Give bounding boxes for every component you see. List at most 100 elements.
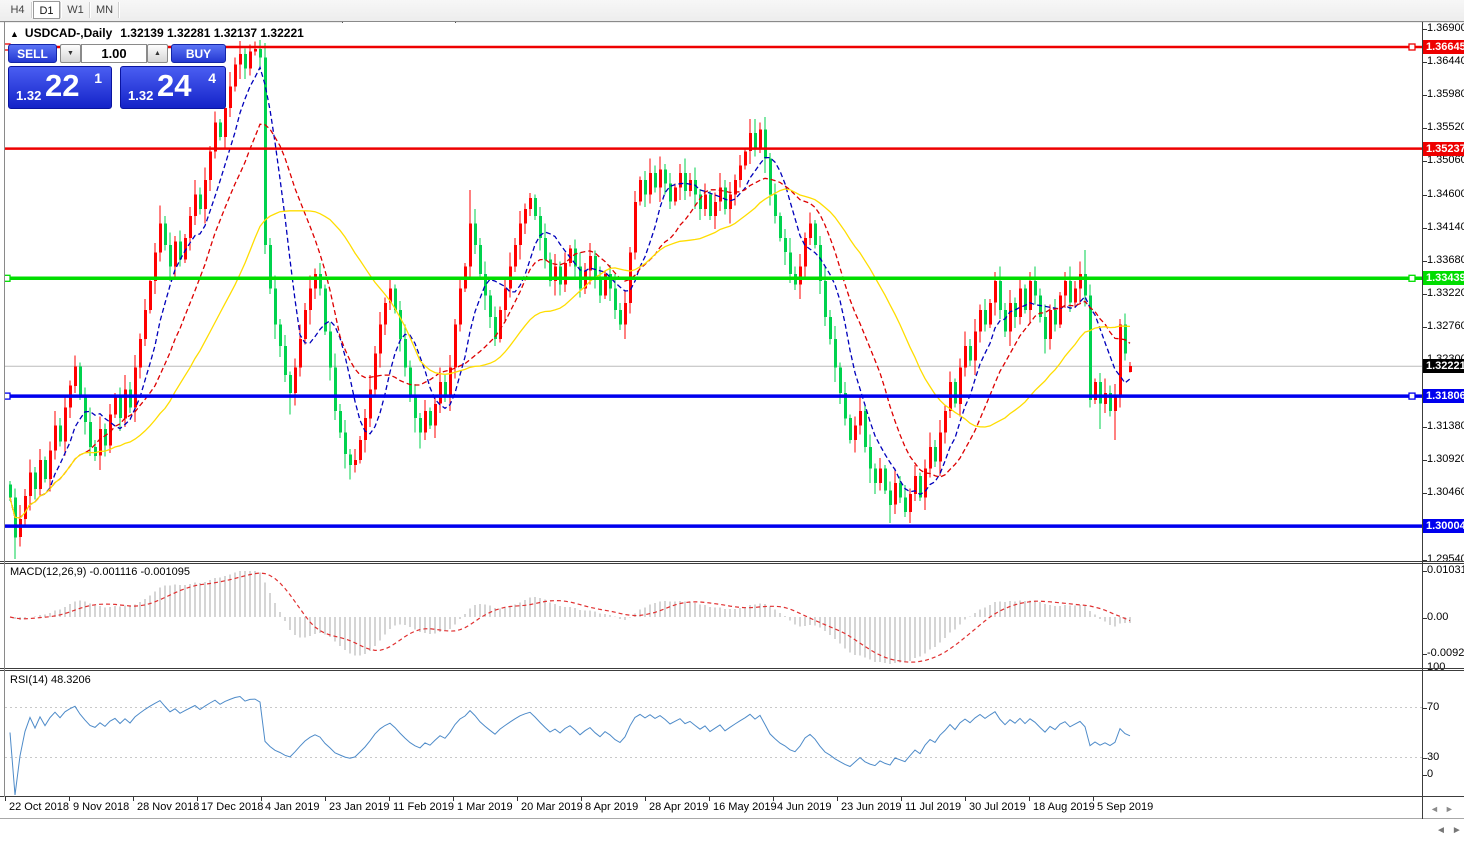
price-level-tag: 1.30004 (1423, 519, 1464, 534)
toolbar-separator (89, 2, 91, 18)
macd-axis-label: -0.009203 (1427, 647, 1464, 659)
date-axis-tick (1093, 797, 1094, 801)
volume-input[interactable] (81, 44, 147, 63)
rsi-axis-tick (1422, 758, 1427, 759)
date-axis-tick (837, 797, 838, 801)
spin-down-icon: ▼ (67, 50, 74, 57)
volume-increase-button[interactable]: ▲ (147, 44, 168, 63)
price-axis-tick (1422, 427, 1427, 428)
sell-button[interactable]: SELL (8, 44, 57, 63)
price-axis-label: 1.34140 (1427, 220, 1464, 233)
date-axis-label: 16 May 2019 (713, 801, 777, 813)
price-axis-label: 1.32760 (1427, 320, 1464, 333)
timeframe-button-h4[interactable]: H4 (10, 4, 25, 16)
toolbar-separator (118, 2, 120, 18)
rsi-axis-label: 30 (1427, 751, 1440, 763)
date-scroll-arrows[interactable]: ◄► (1430, 804, 1460, 814)
price-macd-divider-a (0, 561, 1464, 562)
rsi-axis-label: 70 (1427, 701, 1440, 713)
macd-values: -0.001116 -0.001095 (89, 566, 190, 578)
price-level-tag: 1.35237 (1423, 141, 1464, 156)
sell-price-panel[interactable]: 1.32 22 1 (8, 66, 112, 109)
price-axis-separator (1422, 21, 1423, 819)
date-axis-label: 23 Jan 2019 (329, 801, 390, 813)
price-axis-tick (1422, 327, 1427, 328)
date-axis-tick (389, 797, 390, 801)
date-axis-tick (965, 797, 966, 801)
date-axis-tick (325, 797, 326, 801)
price-axis-tick (1422, 261, 1427, 262)
macd-label: MACD(12,26,9) (10, 566, 87, 578)
price-axis-label: 1.31380 (1427, 419, 1464, 432)
date-axis-tick (1029, 797, 1030, 801)
date-axis-label: 22 Oct 2018 (9, 801, 69, 813)
date-axis-label: 28 Apr 2019 (649, 801, 709, 813)
timeframe-button-mn[interactable]: MN (95, 4, 114, 16)
date-axis-label: 18 Aug 2019 (1033, 801, 1095, 813)
date-axis-label: 4 Jun 2019 (777, 801, 832, 813)
chart-title: ▲ USDCAD-,Daily 1.32139 1.32281 1.32137 1.… (10, 26, 304, 40)
price-axis-tick (1422, 95, 1427, 96)
date-axis-tick (581, 797, 582, 801)
date-axis-tick (645, 797, 646, 801)
date-axis-label: 20 Mar 2019 (521, 801, 583, 813)
rsi-date-divider (0, 796, 1464, 797)
macd-rsi-divider-a (0, 668, 1464, 669)
scroll-left-icon[interactable]: ◄ (1430, 804, 1445, 814)
price-axis-label: 1.35060 (1427, 154, 1464, 167)
timeframe-button-d1[interactable]: D1 (33, 1, 60, 19)
timeframe-button-w1[interactable]: W1 (67, 4, 84, 16)
buy-button[interactable]: BUY (171, 44, 226, 63)
date-axis-label: 23 Jun 2019 (841, 801, 902, 813)
date-axis-label: 11 Feb 2019 (393, 801, 454, 813)
macd-axis-tick (1422, 654, 1427, 655)
price-axis-tick (1422, 294, 1427, 295)
buy-price-panel[interactable]: 1.32 24 4 (120, 66, 226, 109)
price-axis-label: 1.36440 (1427, 54, 1464, 67)
price-axis-label: 1.35980 (1427, 87, 1464, 100)
date-axis-label: 17 Dec 2018 (201, 801, 264, 813)
sell-price-base: 1.32 (16, 88, 42, 103)
date-axis-tick (709, 797, 710, 801)
date-axis-label: 11 Jul 2019 (905, 801, 962, 813)
price-axis-label: 1.35520 (1427, 121, 1464, 134)
date-axis-tick (453, 797, 454, 801)
price-axis-tick (1422, 29, 1427, 30)
current-price-tag: 1.32221 (1423, 359, 1464, 374)
volume-decrease-button[interactable]: ▼ (60, 44, 81, 63)
rsi-axis-tick (1422, 708, 1427, 709)
price-axis-label: 1.34600 (1427, 187, 1464, 200)
rsi-axis-label: 100 (1427, 661, 1446, 673)
sell-price-big: 22 (45, 68, 80, 103)
price-axis-tick (1422, 493, 1427, 494)
collapse-icon[interactable]: ▲ (10, 29, 19, 39)
price-axis-label: 1.30920 (1427, 453, 1464, 466)
price-axis-tick (1422, 460, 1427, 461)
tab-scroll-arrows[interactable]: ◄► (1436, 825, 1464, 836)
price-axis-label: 1.33680 (1427, 253, 1464, 266)
sell-price-pip: 1 (94, 70, 102, 86)
date-axis-label: 5 Sep 2019 (1097, 801, 1154, 813)
date-tab-divider (0, 818, 1464, 819)
date-axis-tick (773, 797, 774, 801)
macd-axis-tick (1422, 571, 1427, 572)
price-axis-tick (1422, 128, 1427, 129)
tab-scroll-left-icon[interactable]: ◄ (1436, 825, 1452, 836)
scroll-right-icon[interactable]: ► (1444, 804, 1460, 814)
macd-axis-tick (1422, 618, 1427, 619)
macd-axis-label: 0.00 (1427, 611, 1449, 623)
price-level-tag: 1.36645 (1423, 40, 1464, 54)
rsi-axis-label: 0 (1427, 768, 1434, 780)
date-axis-label: 1 Mar 2019 (457, 801, 513, 813)
toolbar-separator (60, 2, 62, 18)
date-axis-tick (261, 797, 262, 801)
date-axis-tick (197, 797, 198, 801)
price-level-tag: 1.33439 (1423, 271, 1464, 286)
tab-scroll-right-icon[interactable]: ► (1451, 825, 1464, 836)
spin-up-icon: ▲ (154, 50, 161, 57)
date-axis (0, 797, 1464, 818)
buy-price-base: 1.32 (128, 88, 154, 103)
date-axis-label: 8 Apr 2019 (585, 801, 639, 813)
symbol-period-label: USDCAD-,Daily (24, 26, 113, 40)
